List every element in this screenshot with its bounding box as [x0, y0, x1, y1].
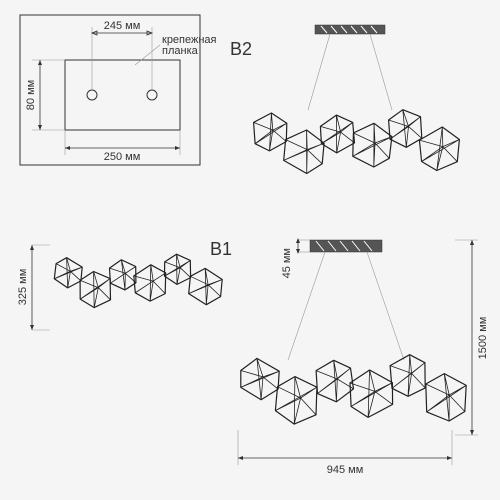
b1-label: B1	[210, 239, 232, 259]
dim-plate-height: 80 мм	[25, 60, 65, 130]
variant-b2: B2	[230, 25, 459, 174]
mount-height-label: 45 мм	[281, 248, 293, 278]
svg-text:крепежнаяпланка: крепежнаяпланка	[162, 34, 217, 57]
b1-total-height-label: 1500 мм	[477, 317, 489, 360]
side-cluster	[54, 254, 222, 307]
b2-cluster	[254, 110, 460, 174]
plate-height-label: 80 мм	[25, 80, 37, 110]
side-height-label: 325 мм	[17, 269, 29, 306]
mounting-plate-diagram: 245 мм крепежнаяпланка 250 мм 80 мм	[20, 15, 217, 165]
b1-width-label: 945 мм	[327, 464, 364, 476]
hole-spacing-label: 245 мм	[104, 20, 141, 32]
dim-b1-width: 945 мм	[238, 430, 452, 476]
b1-cluster	[241, 355, 466, 424]
dim-b1-total-height: 1500 мм	[455, 240, 489, 435]
dim-side-height: 325 мм	[17, 245, 50, 330]
plate-width-label: 250 мм	[104, 151, 141, 163]
b2-label: B2	[230, 39, 252, 59]
dim-mount-height: 45 мм	[281, 238, 310, 278]
dim-plate-width: 250 мм	[65, 130, 180, 163]
variant-b1: B1 45 мм 945 мм	[210, 238, 489, 476]
dim-hole-spacing: 245 мм	[92, 20, 152, 90]
side-view: 325 мм	[17, 245, 222, 330]
